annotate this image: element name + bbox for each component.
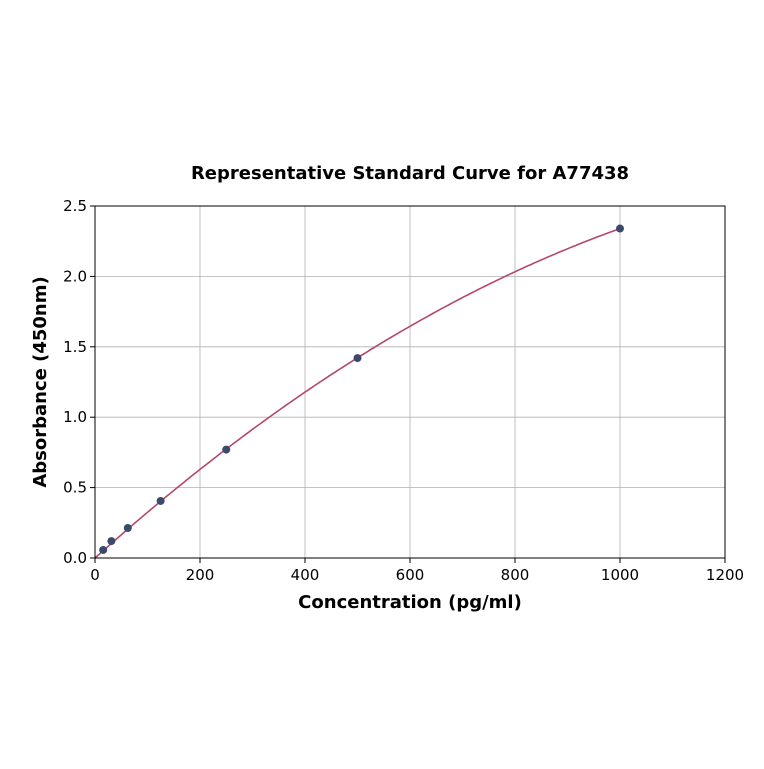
x-axis-label: Concentration (pg/ml) [298,592,522,613]
y-tick-label: 0.0 [63,549,87,567]
y-tick-label: 2.0 [63,267,87,285]
data-point [222,445,231,454]
chart-title: Representative Standard Curve for A77438 [191,163,629,184]
y-tick-label: 0.5 [63,479,87,497]
x-tick-label: 1000 [601,566,639,584]
fit-curve [94,227,621,559]
data-point [99,545,108,554]
data-point [616,224,624,233]
x-tick-label: 0 [90,566,100,584]
data-point [123,524,132,533]
x-tick-label: 1200 [706,566,744,584]
data-point [156,496,165,505]
data-point [353,354,362,363]
data-point [107,537,116,546]
x-tick-label: 600 [396,566,425,584]
y-tick-label: 2.5 [63,197,87,215]
y-tick-label: 1.0 [63,408,87,426]
x-tick-label: 400 [291,566,320,584]
y-axis-label: Absorbance (450nm) [30,276,51,487]
x-tick-label: 800 [501,566,530,584]
y-tick-label: 1.5 [63,338,87,356]
plot-frame [94,205,726,559]
x-tick-label: 200 [186,566,215,584]
